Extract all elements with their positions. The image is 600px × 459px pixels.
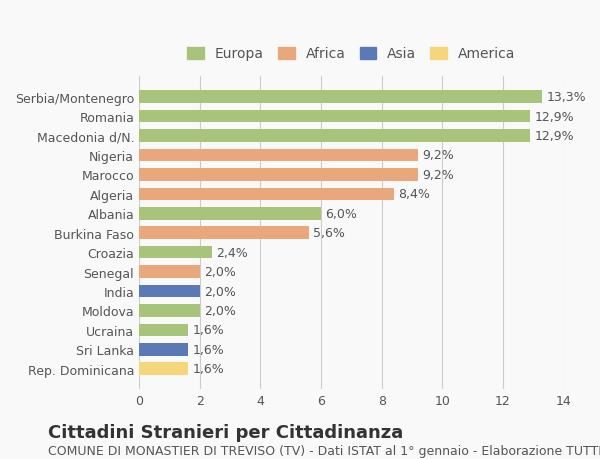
Legend: Europa, Africa, Asia, America: Europa, Africa, Asia, America [183,43,520,66]
Text: COMUNE DI MONASTIER DI TREVISO (TV) - Dati ISTAT al 1° gennaio - Elaborazione TU: COMUNE DI MONASTIER DI TREVISO (TV) - Da… [48,444,600,457]
Bar [139,343,188,356]
Text: 13,3%: 13,3% [547,91,587,104]
Text: 1,6%: 1,6% [192,343,224,356]
Text: 9,2%: 9,2% [422,168,454,181]
Text: 1,6%: 1,6% [192,324,224,336]
Bar [139,304,200,317]
Text: 2,0%: 2,0% [205,265,236,279]
Text: 1,6%: 1,6% [192,363,224,375]
Bar [139,91,542,104]
Bar [139,169,418,181]
Text: 5,6%: 5,6% [313,227,346,240]
Bar [139,207,321,220]
Text: 8,4%: 8,4% [398,188,430,201]
Text: 12,9%: 12,9% [535,110,574,123]
Text: 9,2%: 9,2% [422,149,454,162]
Text: 2,0%: 2,0% [205,285,236,298]
Bar [139,266,200,278]
Bar [139,130,530,143]
Bar [139,227,309,240]
Bar [139,324,188,336]
Bar [139,363,188,375]
Bar [139,246,212,259]
Bar [139,149,418,162]
Text: 6,0%: 6,0% [326,207,358,220]
Bar [139,285,200,298]
Bar [139,111,530,123]
Text: 2,0%: 2,0% [205,304,236,317]
Text: 12,9%: 12,9% [535,130,574,143]
Bar [139,188,394,201]
Text: Cittadini Stranieri per Cittadinanza: Cittadini Stranieri per Cittadinanza [48,423,403,441]
Text: 2,4%: 2,4% [217,246,248,259]
